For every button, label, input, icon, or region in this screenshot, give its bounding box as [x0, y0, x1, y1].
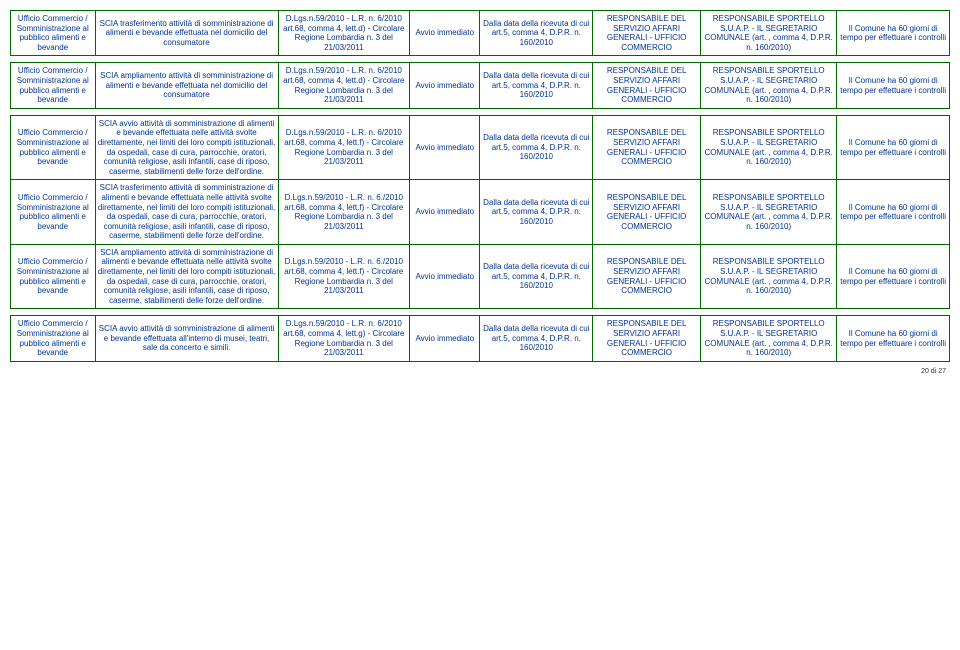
table-cell: Ufficio Commercio / Somministrazione al …	[11, 244, 96, 309]
table-cell: D.Lgs.n.59/2010 - L.R. n. 6/2010 art.68,…	[278, 115, 409, 180]
table-cell: Ufficio Commercio / Somministrazione al …	[11, 180, 96, 245]
table-cell: Ufficio Commercio / Somministrazione al …	[11, 316, 96, 361]
table-cell: D.Lgs.n.59/2010 - L.R. n. 6/2010 art.68,…	[278, 63, 409, 108]
table-cell: Dalla data della ricevuta di cui art.5, …	[480, 11, 593, 56]
tables-container: Ufficio Commercio / Somministrazione al …	[10, 10, 950, 362]
table-cell: D.Lgs.n.59/2010 - L.R. n. 6./2010 art.68…	[278, 180, 409, 245]
table-cell: SCIA avvio attività di somministrazione …	[95, 115, 278, 180]
table-cell: Dalla data della ricevuta di cui art.5, …	[480, 244, 593, 309]
table-cell: Il Comune ha 60 giorni di tempo per effe…	[837, 11, 950, 56]
data-table: Ufficio Commercio / Somministrazione al …	[10, 115, 950, 310]
data-table: Ufficio Commercio / Somministrazione al …	[10, 10, 950, 56]
table-cell: D.Lgs.n.59/2010 - L.R. n. 6/2010 art.68,…	[278, 316, 409, 361]
table-cell: SCIA ampliamento attività di somministra…	[95, 244, 278, 309]
table-cell: Ufficio Commercio / Somministrazione al …	[11, 115, 96, 180]
table-cell: Avvio immediato	[410, 316, 480, 361]
table-row: Ufficio Commercio / Somministrazione al …	[11, 115, 950, 180]
table-cell: Il Comune ha 60 giorni di tempo per effe…	[837, 63, 950, 108]
table-cell: SCIA trasferimento attività di somminist…	[95, 180, 278, 245]
table-cell: Avvio immediato	[410, 63, 480, 108]
table-cell: Dalla data della ricevuta di cui art.5, …	[480, 63, 593, 108]
table-row: Ufficio Commercio / Somministrazione al …	[11, 180, 950, 245]
table-cell: RESPONSABILE DEL SERVIZIO AFFARI GENERAL…	[593, 180, 701, 245]
data-table: Ufficio Commercio / Somministrazione al …	[10, 62, 950, 108]
table-cell: Ufficio Commercio / Somministrazione al …	[11, 63, 96, 108]
table-cell: RESPONSABILE SPORTELLO S.U.A.P. - IL SEG…	[701, 115, 837, 180]
data-table: Ufficio Commercio / Somministrazione al …	[10, 315, 950, 361]
table-cell: Avvio immediato	[410, 115, 480, 180]
table-cell: SCIA ampliamento attività di somministra…	[95, 63, 278, 108]
table-cell: Ufficio Commercio / Somministrazione al …	[11, 11, 96, 56]
table-cell: RESPONSABILE SPORTELLO S.U.A.P. - IL SEG…	[701, 244, 837, 309]
table-cell: Dalla data della ricevuta di cui art.5, …	[480, 115, 593, 180]
table-cell: Il Comune ha 60 giorni di tempo per effe…	[837, 115, 950, 180]
table-cell: RESPONSABILE DEL SERVIZIO AFFARI GENERAL…	[593, 244, 701, 309]
table-cell: RESPONSABILE DEL SERVIZIO AFFARI GENERAL…	[593, 63, 701, 108]
table-cell: Il Comune ha 60 giorni di tempo per effe…	[837, 180, 950, 245]
table-row: Ufficio Commercio / Somministrazione al …	[11, 244, 950, 309]
table-cell: Avvio immediato	[410, 180, 480, 245]
table-cell: SCIA trasferimento attività di somminist…	[95, 11, 278, 56]
table-cell: RESPONSABILE DEL SERVIZIO AFFARI GENERAL…	[593, 115, 701, 180]
table-cell: D.Lgs.n.59/2010 - L.R. n. 6/2010 art.68,…	[278, 11, 409, 56]
table-cell: Avvio immediato	[410, 11, 480, 56]
table-cell: RESPONSABILE DEL SERVIZIO AFFARI GENERAL…	[593, 11, 701, 56]
table-cell: Avvio immediato	[410, 244, 480, 309]
table-cell: Il Comune ha 60 giorni di tempo per effe…	[837, 316, 950, 361]
table-cell: RESPONSABILE SPORTELLO S.U.A.P. - IL SEG…	[701, 63, 837, 108]
page-number: 20 di 27	[10, 368, 950, 375]
table-cell: Dalla data della ricevuta di cui art.5, …	[480, 180, 593, 245]
table-cell: Il Comune ha 60 giorni di tempo per effe…	[837, 244, 950, 309]
table-cell: RESPONSABILE SPORTELLO S.U.A.P. - IL SEG…	[701, 11, 837, 56]
table-cell: RESPONSABILE DEL SERVIZIO AFFARI GENERAL…	[593, 316, 701, 361]
table-row: Ufficio Commercio / Somministrazione al …	[11, 63, 950, 108]
table-cell: RESPONSABILE SPORTELLO S.U.A.P. - IL SEG…	[701, 316, 837, 361]
table-cell: D.Lgs.n.59/2010 - L.R. n. 6./2010 art.68…	[278, 244, 409, 309]
table-cell: RESPONSABILE SPORTELLO S.U.A.P. - IL SEG…	[701, 180, 837, 245]
table-cell: SCIA avvio attività di somministrazione …	[95, 316, 278, 361]
table-row: Ufficio Commercio / Somministrazione al …	[11, 11, 950, 56]
table-row: Ufficio Commercio / Somministrazione al …	[11, 316, 950, 361]
table-cell: Dalla data della ricevuta di cui art.5, …	[480, 316, 593, 361]
